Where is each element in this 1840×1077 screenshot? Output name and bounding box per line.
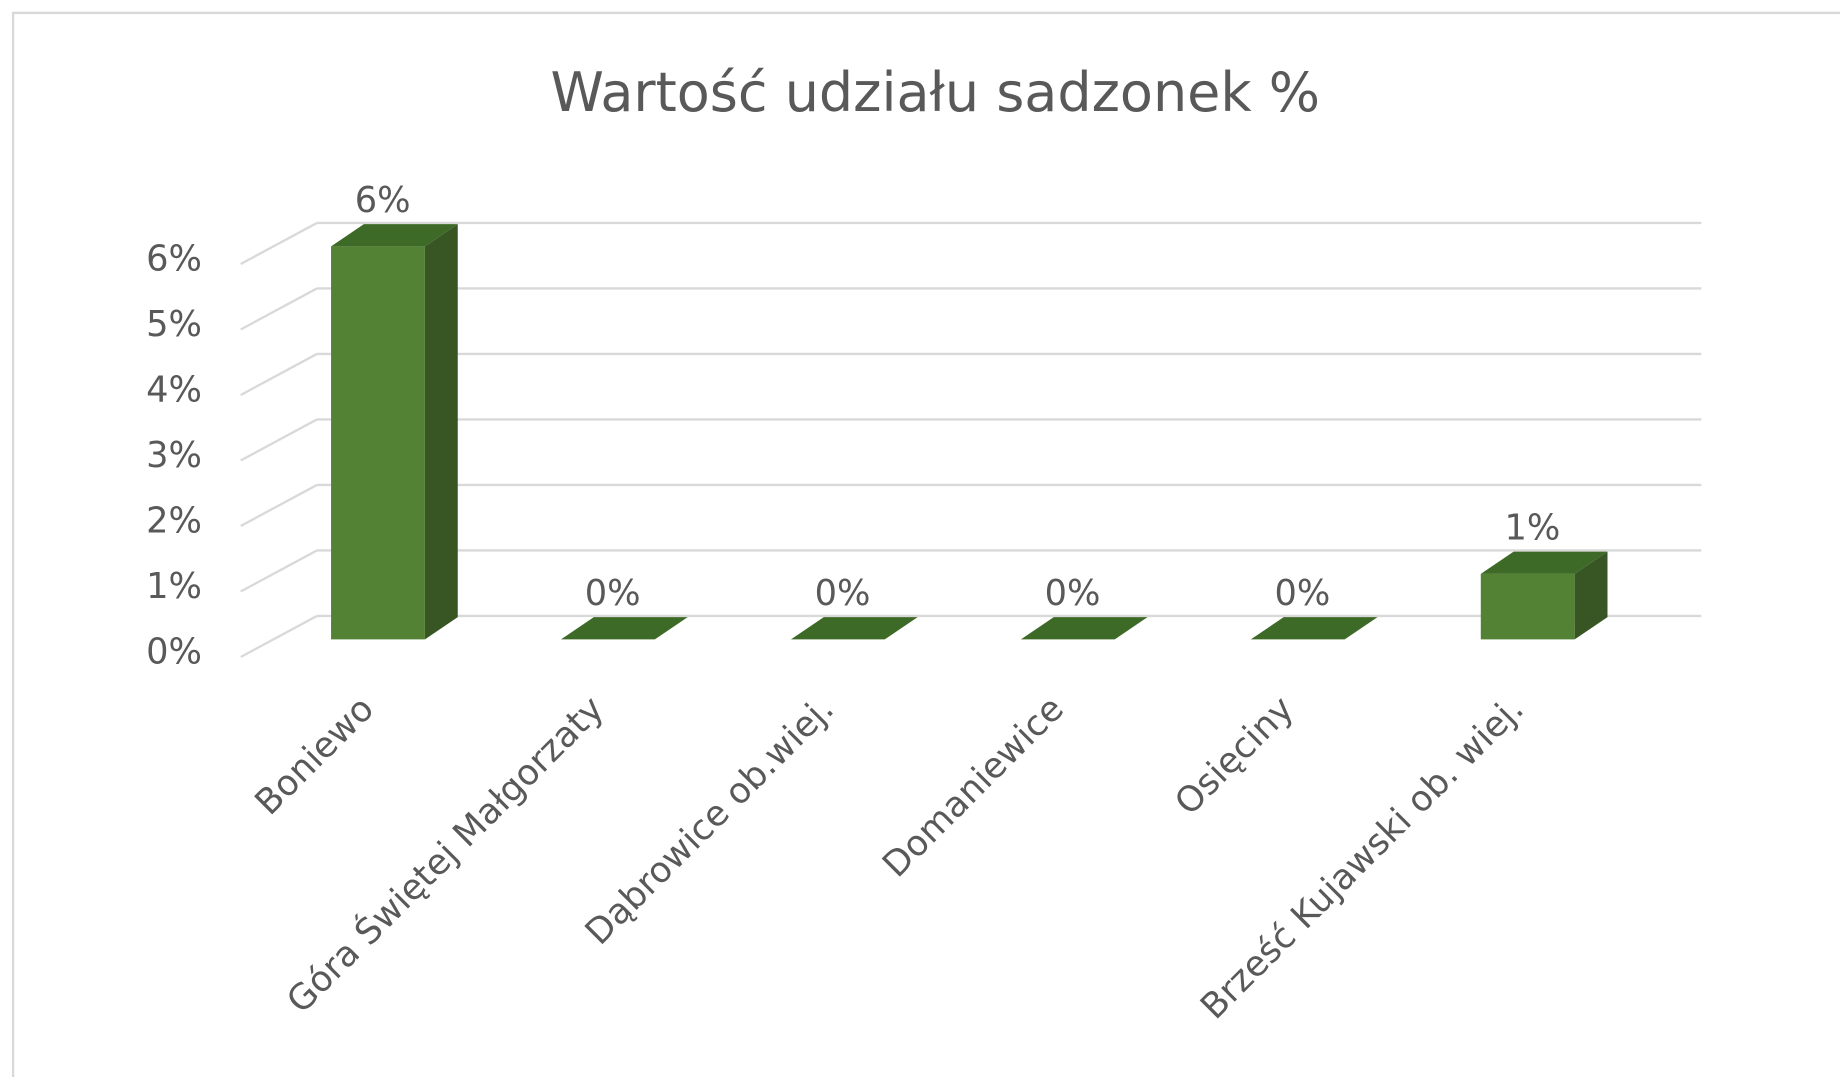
y-tick-label: 5% <box>146 304 202 345</box>
data-label: 0% <box>1045 573 1101 614</box>
bar-top <box>331 224 458 247</box>
chart-border <box>11 11 1840 1077</box>
bar <box>331 246 425 640</box>
bar-top <box>790 617 918 640</box>
grid-line <box>240 483 318 528</box>
data-label: 0% <box>815 573 871 614</box>
y-tick-label: 6% <box>146 238 202 279</box>
grid-line <box>240 418 318 462</box>
grid-line <box>240 352 318 397</box>
bar-side <box>424 224 458 640</box>
grid-line <box>240 549 318 593</box>
data-label: 0% <box>585 573 641 614</box>
data-label: 1% <box>1504 507 1560 548</box>
bar-top <box>1020 617 1148 640</box>
grid-line <box>240 221 318 266</box>
y-tick-label: 3% <box>146 435 202 476</box>
data-label: 6% <box>355 180 411 221</box>
bar-top <box>561 617 688 640</box>
y-tick-label: 2% <box>146 500 202 541</box>
grid-line <box>240 287 318 331</box>
y-tick-label: 0% <box>146 631 202 672</box>
y-tick-label: 1% <box>146 566 202 607</box>
data-label: 0% <box>1275 573 1331 614</box>
grid-line <box>240 614 318 659</box>
bar <box>1480 573 1575 640</box>
bar-side <box>1574 551 1608 640</box>
bar-top <box>1480 551 1608 574</box>
chart-title: Wartość udziału sadzonek % <box>550 61 1320 124</box>
y-tick-label: 4% <box>146 369 202 410</box>
bar-top <box>1250 617 1378 640</box>
